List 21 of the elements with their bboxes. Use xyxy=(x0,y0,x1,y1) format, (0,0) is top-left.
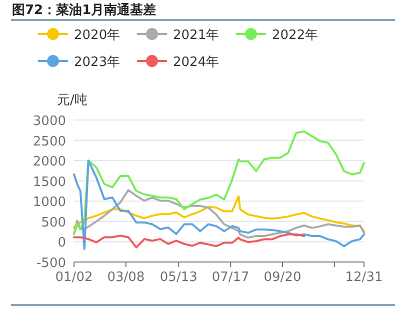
x-tick-label: 05/13 xyxy=(160,270,198,285)
x-tick-label: 09/20 xyxy=(264,270,302,285)
chart-title: 图72：菜油1月南通基差 xyxy=(12,2,156,18)
legend-label: 2024年 xyxy=(173,55,220,70)
legend-label: 2022年 xyxy=(272,28,318,43)
y-tick-label: 500 xyxy=(41,215,66,230)
y-axis-title: 元/吨 xyxy=(57,93,88,108)
y-tick-label: 1500 xyxy=(32,174,66,190)
y-tick-label: -500 xyxy=(36,256,66,271)
y-tick-label: 1000 xyxy=(32,195,66,210)
x-tick-label: 03/08 xyxy=(107,270,145,285)
y-tick-label: 3000 xyxy=(32,114,66,129)
y-tick-label: 2000 xyxy=(32,154,66,170)
y-tick-label: 0 xyxy=(58,236,66,251)
x-tick-label: 01/02 xyxy=(55,270,93,285)
x-tick-label: 07/17 xyxy=(212,270,250,285)
x-tick-label: 12/31 xyxy=(345,270,383,285)
y-tick-label: 2500 xyxy=(32,134,66,150)
legend-label: 2023年 xyxy=(74,55,120,70)
legend-label: 2020年 xyxy=(74,28,120,43)
legend-label: 2021年 xyxy=(173,28,220,43)
